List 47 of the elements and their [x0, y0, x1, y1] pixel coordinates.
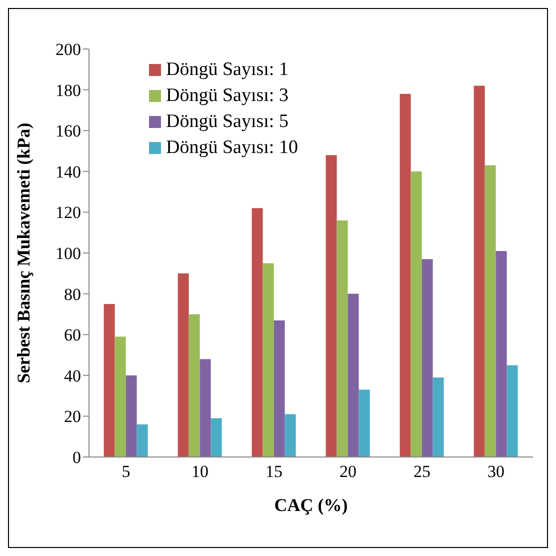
x-tick-label: 5	[122, 462, 130, 482]
y-tick-label: 80	[64, 284, 81, 304]
legend-label: Döngü Sayısı: 1	[166, 58, 288, 82]
bar	[136, 424, 148, 457]
bar	[348, 294, 359, 457]
bar	[474, 86, 485, 457]
y-tick-label: 0	[72, 448, 81, 468]
bar	[126, 375, 137, 457]
bar	[114, 336, 126, 457]
bar	[326, 155, 337, 457]
x-tick-label: 15	[266, 462, 282, 482]
y-tick-label: 160	[56, 122, 81, 141]
legend-label: Döngü Sayısı: 3	[166, 84, 288, 108]
y-tick-label: 140	[56, 162, 81, 182]
y-tick-label: 200	[56, 40, 81, 60]
x-axis-title: CAÇ (%)	[274, 495, 348, 515]
bar	[496, 250, 507, 457]
y-tick-label: 20	[64, 407, 81, 426]
bar	[178, 273, 189, 457]
bar	[410, 171, 422, 457]
x-tick-label: 10	[192, 462, 208, 482]
bar	[506, 365, 518, 457]
bar	[104, 304, 115, 457]
x-tick-label: 20	[340, 462, 356, 482]
bar	[252, 208, 263, 457]
bar	[200, 359, 211, 457]
bar	[284, 414, 296, 457]
bar	[188, 314, 200, 457]
bar	[358, 390, 370, 457]
bar	[400, 94, 411, 457]
bar	[210, 418, 222, 457]
bar	[484, 165, 496, 457]
y-tick-label: 60	[64, 326, 81, 345]
legend-label: Döngü Sayısı: 5	[166, 110, 288, 134]
y-tick-label: 40	[64, 366, 81, 386]
legend-label: Döngü Sayısı: 10	[166, 136, 298, 160]
y-axis-title: Serbest Basınç Mukavemeti (kPa)	[13, 122, 34, 384]
x-tick-label: 30	[488, 462, 504, 482]
bar	[432, 377, 444, 457]
bar	[274, 320, 285, 457]
bar	[336, 220, 348, 457]
y-tick-label: 100	[56, 244, 81, 264]
y-tick-label: 120	[56, 203, 81, 222]
bar	[262, 263, 274, 457]
y-tick-label: 180	[56, 80, 81, 100]
bar	[422, 259, 433, 457]
x-tick-label: 25	[414, 462, 430, 482]
